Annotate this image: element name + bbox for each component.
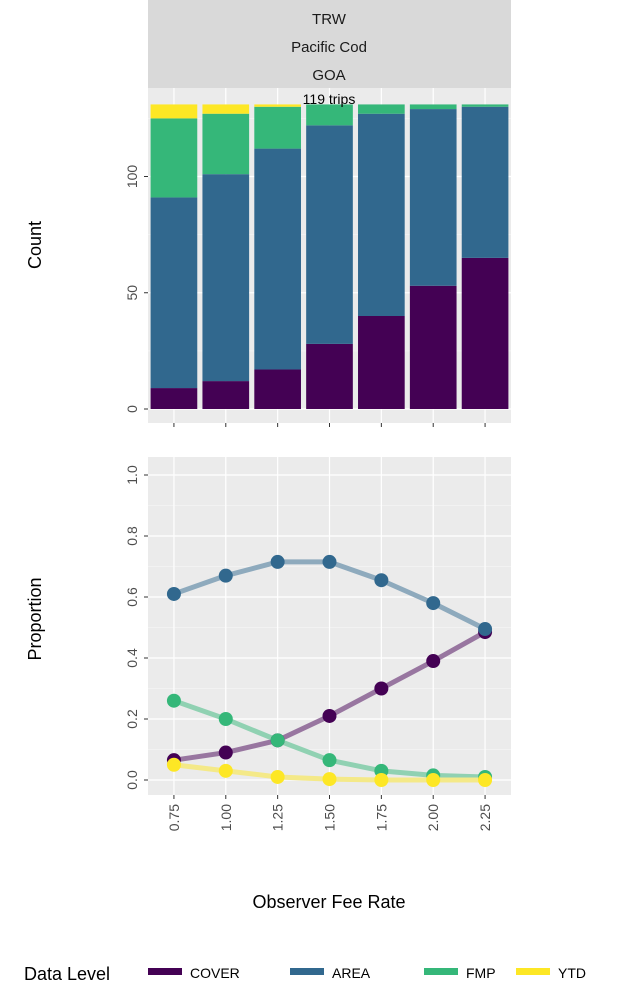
- facet-strip: [148, 0, 511, 88]
- bar-segment-area: [202, 174, 250, 382]
- legend-title: Data Level: [24, 964, 110, 984]
- point-fmp: [270, 733, 285, 748]
- bar-segment-cover: [202, 381, 250, 409]
- point-ytd: [374, 773, 389, 787]
- legend-label-ytd: YTD: [558, 965, 586, 981]
- point-cover: [218, 745, 233, 760]
- proportion-y-axis-title: Proportion: [25, 577, 45, 660]
- proportion-y-ticks: 0.0 0.2 0.4 0.6 0.8 1.0: [124, 465, 148, 790]
- bar-segment-cover: [306, 343, 353, 409]
- bar-segment-ytd: [150, 104, 198, 119]
- count-y-tick-label: 50: [124, 285, 140, 301]
- legend-key-ytd: [516, 968, 550, 975]
- legend-items: COVER AREA FMP YTD: [148, 965, 586, 981]
- strip-line-2: Pacific Cod: [291, 39, 367, 56]
- bar-segment-ytd: [254, 104, 301, 107]
- legend-label-fmp: FMP: [466, 965, 496, 981]
- proportion-points: [166, 554, 493, 787]
- x-tick-label: 0.75: [166, 804, 182, 831]
- point-area: [166, 586, 181, 601]
- bar-segment-cover: [150, 388, 198, 409]
- point-area: [374, 573, 389, 588]
- count-y-tick-label: 100: [124, 165, 140, 189]
- bar-segment-area: [254, 148, 301, 370]
- point-area: [322, 554, 337, 569]
- point-fmp: [322, 753, 337, 768]
- x-tick-label: 2.00: [425, 804, 441, 831]
- bar-segment-cover: [254, 369, 301, 409]
- bar-segment-fmp: [150, 118, 198, 198]
- x-axis-title: Observer Fee Rate: [252, 892, 405, 912]
- bar-segment-fmp: [409, 104, 457, 110]
- point-area: [270, 554, 285, 569]
- bar-segment-fmp: [202, 113, 250, 175]
- bar-segment-fmp: [254, 106, 301, 149]
- bar-segment-fmp: [306, 104, 353, 126]
- bar-segment-area: [409, 109, 457, 286]
- point-cover: [374, 681, 389, 696]
- x-tick-label: 1.00: [218, 804, 234, 831]
- strip-line-3: GOA: [312, 67, 345, 84]
- bar-segment-area: [150, 197, 198, 389]
- count-bars: [150, 104, 509, 409]
- point-ytd: [478, 773, 493, 787]
- count-y-tick-label: 0: [124, 405, 140, 413]
- bar-segment-cover: [358, 316, 405, 409]
- count-y-ticks: 0 50 100: [124, 165, 148, 413]
- point-fmp: [218, 712, 233, 726]
- point-area: [478, 622, 493, 637]
- point-cover: [426, 654, 441, 669]
- bar-segment-area: [461, 106, 509, 258]
- proportion-y-tick-label: 1.0: [124, 465, 140, 485]
- bar-segment-ytd: [202, 104, 250, 114]
- legend-label-cover: COVER: [190, 965, 240, 981]
- point-ytd: [270, 769, 285, 784]
- bar-segment-cover: [461, 257, 509, 409]
- x-tick-label: 2.25: [477, 804, 493, 831]
- bar-segment-fmp: [358, 104, 405, 114]
- legend-key-fmp: [424, 968, 458, 975]
- legend-key-cover: [148, 968, 182, 975]
- count-y-axis-title: Count: [25, 221, 45, 269]
- point-ytd: [426, 773, 441, 787]
- point-ytd: [322, 772, 337, 787]
- point-fmp: [166, 693, 181, 708]
- bar-segment-fmp: [461, 104, 509, 107]
- point-ytd: [166, 757, 181, 772]
- legend-label-area: AREA: [332, 965, 371, 981]
- trips-label: 119 trips: [303, 91, 356, 107]
- point-area: [218, 568, 233, 583]
- proportion-y-tick-label: 0.2: [124, 709, 140, 729]
- x-tick-label: 1.50: [322, 804, 338, 831]
- proportion-y-tick-label: 0.6: [124, 587, 140, 607]
- proportion-x-ticks: 0.75 1.00 1.25 1.50 1.75 2.00 2.25: [166, 795, 493, 831]
- x-tick-label: 1.25: [270, 804, 286, 831]
- proportion-y-tick-label: 0.8: [124, 526, 140, 546]
- x-tick-label: 1.75: [373, 804, 389, 831]
- point-cover: [322, 708, 337, 723]
- legend-key-area: [290, 968, 324, 975]
- strip-line-1: TRW: [312, 11, 347, 28]
- count-x-ticks: [173, 423, 486, 427]
- bar-segment-area: [306, 125, 353, 344]
- bar-segment-area: [358, 113, 405, 316]
- point-ytd: [218, 763, 233, 778]
- point-area: [426, 596, 441, 611]
- proportion-y-tick-label: 0.4: [124, 648, 140, 668]
- bar-segment-cover: [409, 285, 457, 409]
- proportion-y-tick-label: 0.0: [124, 770, 140, 790]
